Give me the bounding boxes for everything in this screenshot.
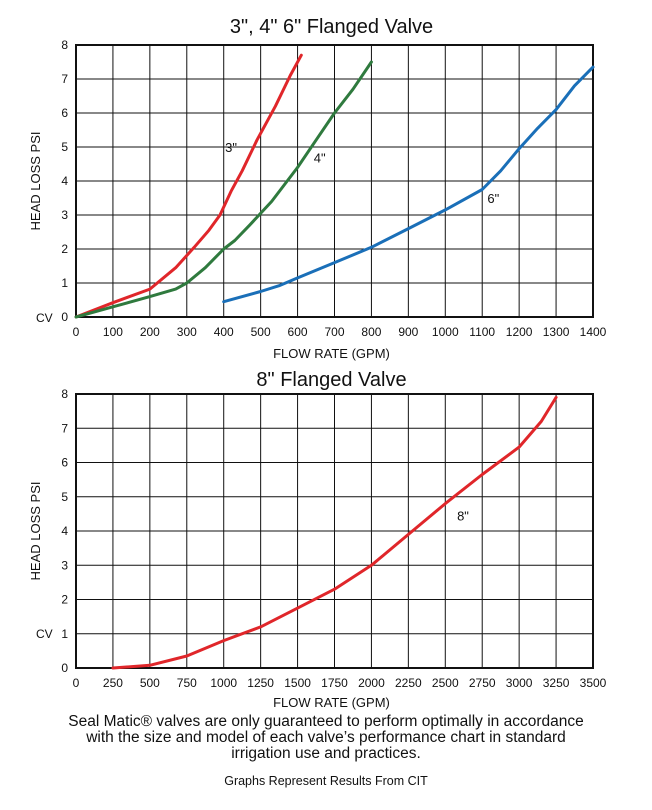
x-tick-label: 300 (177, 325, 197, 339)
x-axis-label: FLOW RATE (GPM) (273, 346, 390, 361)
y-tick-label: 4 (61, 174, 68, 188)
x-tick-label: 1750 (321, 676, 348, 690)
x-tick-label: 500 (140, 676, 160, 690)
x-tick-label: 1250 (247, 676, 274, 690)
series-label: 6" (487, 191, 499, 206)
x-tick-label: 750 (177, 676, 197, 690)
x-tick-label: 2750 (469, 676, 496, 690)
source-note: Graphs Represent Results From CIT (224, 774, 428, 788)
y-axis-label: HEAD LOSS PSI (28, 132, 43, 231)
x-tick-label: 200 (140, 325, 160, 339)
x-tick-label: 250 (103, 676, 123, 690)
series-label: 4" (314, 150, 326, 165)
x-tick-label: 1000 (210, 676, 237, 690)
y-tick-label: 5 (61, 140, 68, 154)
x-tick-label: 0 (73, 325, 80, 339)
x-tick-label: 900 (398, 325, 418, 339)
x-tick-label: 1100 (469, 325, 495, 339)
y-tick-label: 8 (61, 38, 68, 52)
x-tick-label: 1400 (580, 325, 607, 339)
x-tick-label: 1200 (506, 325, 533, 339)
y-tick-label: 2 (61, 593, 68, 607)
x-tick-label: 400 (214, 325, 234, 339)
x-tick-label: 500 (251, 325, 271, 339)
chart-title: 3", 4" 6" Flanged Valve (230, 16, 433, 38)
x-axis-label: FLOW RATE (GPM) (273, 695, 390, 710)
x-tick-label: 3500 (580, 676, 607, 690)
plot-frame (75, 44, 594, 318)
x-tick-label: 1500 (284, 676, 311, 690)
y-tick-label: 6 (61, 456, 68, 470)
series-line (222, 65, 595, 304)
y-tick-label: 4 (61, 524, 68, 538)
x-tick-label: 1300 (543, 325, 570, 339)
y-tick-label: 6 (61, 106, 68, 120)
y-tick-label: 7 (61, 421, 68, 435)
disclaimer-line: irrigation use and practices. (231, 745, 421, 762)
series-line (111, 395, 558, 670)
chart-title: 8" Flanged Valve (256, 369, 406, 391)
x-tick-label: 2000 (358, 676, 385, 690)
y-tick-label: 5 (61, 490, 68, 504)
y-tick-label: 3 (61, 208, 68, 222)
x-tick-label: 2250 (395, 676, 422, 690)
x-tick-label: 2500 (432, 676, 459, 690)
y-tick-label: 0 (61, 310, 68, 324)
disclaimer-line: with the size and model of each valve’s … (86, 729, 566, 746)
x-tick-label: 3250 (543, 676, 570, 690)
y-tick-label: 0 (61, 661, 68, 675)
disclaimer-line: Seal Matic® valves are only guaranteed t… (68, 713, 584, 730)
x-tick-label: 800 (361, 325, 381, 339)
cv-label: CV (36, 311, 53, 325)
y-tick-label: 1 (61, 627, 68, 641)
cv-label: CV (36, 627, 53, 641)
x-tick-label: 0 (73, 676, 80, 690)
x-tick-label: 700 (324, 325, 344, 339)
chart-1: 3", 4" 6" Flanged Valve 0 100 200 300 400 500 6… (28, 16, 607, 361)
x-tick-label: 600 (288, 325, 308, 339)
y-tick-label: 2 (61, 242, 68, 256)
y-tick-label: 1 (61, 276, 68, 290)
x-tick-label: 100 (103, 325, 123, 339)
plot-frame (75, 393, 594, 669)
x-tick-label: 3000 (506, 676, 533, 690)
y-tick-label: 7 (61, 72, 68, 86)
series-line (74, 60, 373, 319)
y-tick-label: 8 (61, 387, 68, 401)
disclaimer-text: Seal Matic® valves are only guaranteed t… (0, 714, 652, 762)
y-tick-label: 3 (61, 558, 68, 572)
x-tick-label: 1000 (432, 325, 459, 339)
y-axis-label: HEAD LOSS PSI (28, 482, 43, 581)
series-line (74, 53, 303, 319)
series-label: 8" (457, 509, 469, 524)
series-label: 3" (225, 140, 237, 155)
